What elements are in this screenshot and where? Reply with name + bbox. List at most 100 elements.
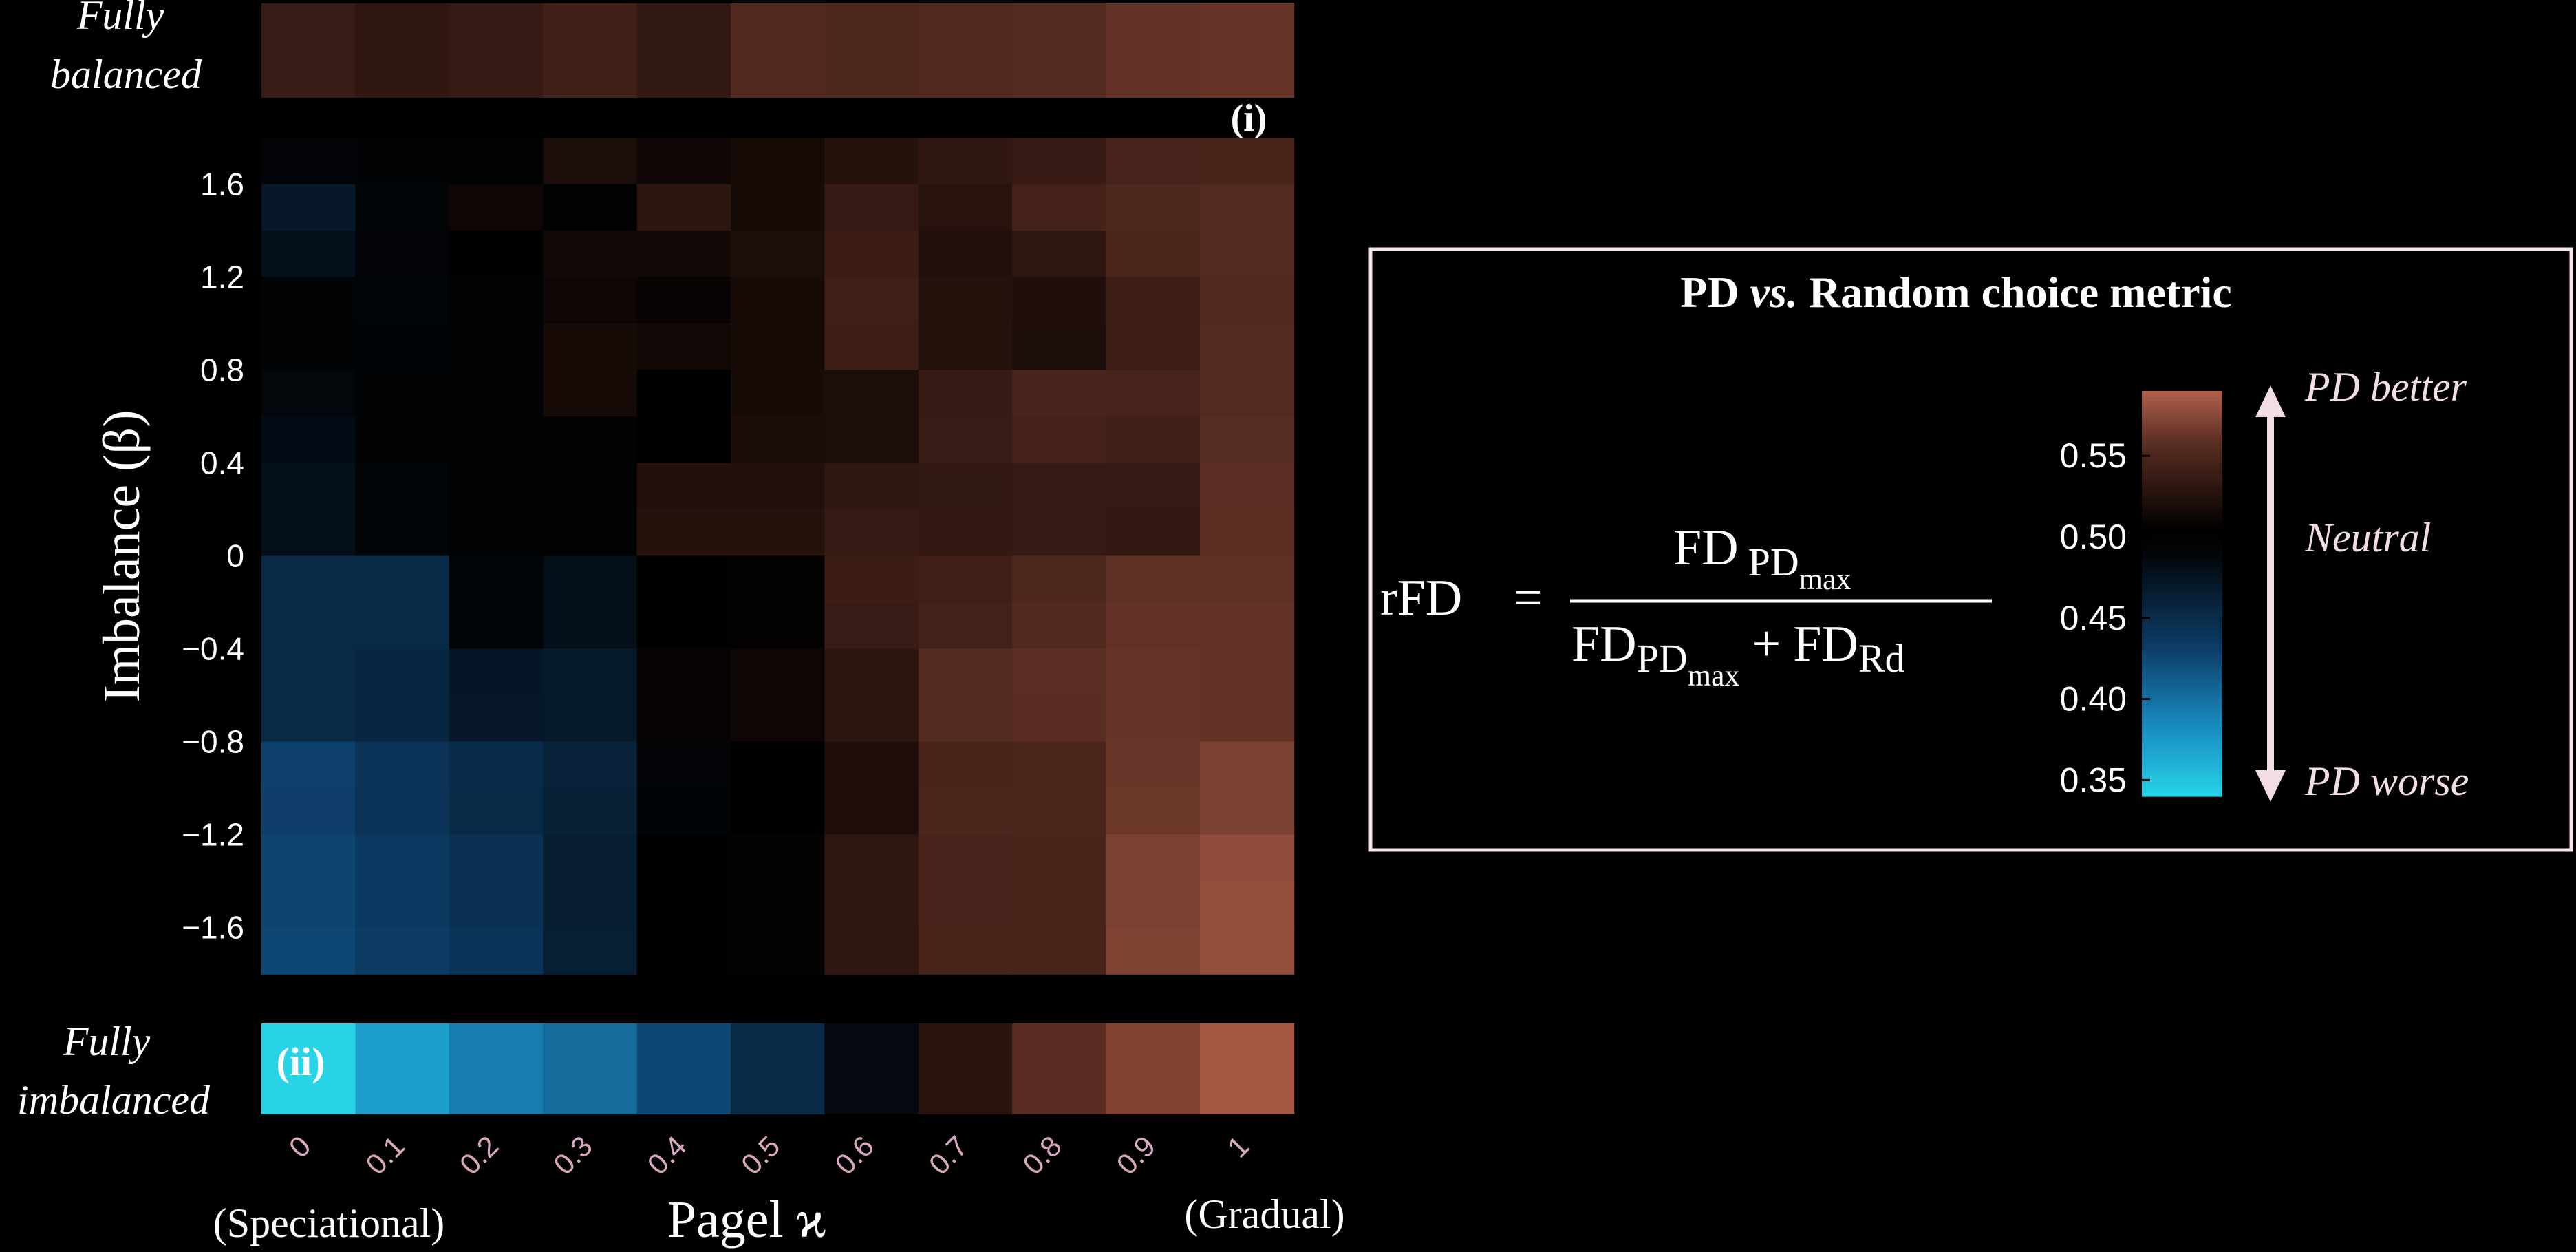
colorbar-segment [2142,431,2222,436]
heatmap-cell-r6-c1 [355,416,450,464]
label-pd-worse: PD worse [2304,758,2469,804]
heatmap-cell-r15-c7 [918,834,1013,882]
heatmap-cell-r9-c7 [918,555,1013,603]
heatmap-cell-r4-c3 [543,323,638,371]
heatmap-cell-r3-c10 [1200,277,1295,324]
heatmap-cell-r9-c5 [731,555,826,603]
heatmap-cell-r0-c7 [918,138,1013,185]
heatmap-cell-r9-c4 [636,555,731,603]
heatmap-cell-r10-c4 [636,602,731,650]
colorbar-segment [2142,509,2222,513]
den-sub2: Rd [1858,636,1905,681]
colorbar-segment [2142,772,2222,777]
heatmap-cell-r12-c4 [636,695,731,743]
heatmap-cell-r6-c5 [731,416,826,464]
heatmap-cell-r10-c8 [1012,602,1107,650]
colorbar-segment [2142,712,2222,716]
heatmap-grid [261,138,1295,975]
heatmap-cell-r3-c0 [261,277,356,324]
label-neutral: Neutral [2304,515,2431,560]
colorbar-segment [2142,759,2222,763]
colorbar-segment [2142,624,2222,628]
colorbar-segment [2142,756,2222,760]
heatmap-cell-r7-c8 [1012,463,1107,510]
heatmap-cell-r3-c9 [1106,277,1201,324]
heatmap-cell-r2-c8 [1012,231,1107,278]
heatmap-cell-r1-c9 [1106,184,1201,231]
colorbar-tick-label: 0.45 [2060,599,2127,637]
balanced-cell-1 [1200,3,1295,98]
colorbar-segment [2142,570,2222,574]
heatmap-cell-r1-c2 [449,184,544,231]
heatmap-cell-r14-c7 [918,788,1013,836]
colorbar-segment [2142,597,2222,601]
imbalanced-cell-0.9 [1106,1023,1201,1114]
y-tick-label: 0 [226,538,244,574]
heatmap-cell-r16-c2 [449,881,544,929]
colorbar-segment [2142,499,2222,503]
colorbar-segment [2142,553,2222,558]
heatmap-cell-r10-c5 [731,602,826,650]
heatmap-cell-r11-c2 [449,648,544,696]
heatmap-cell-r4-c9 [1106,323,1201,371]
arrow-up-head [2255,385,2286,417]
colorbar-segment [2142,739,2222,743]
heatmap-cell-r7-c10 [1200,463,1295,510]
fully-imbalanced-label-line2: imbalanced [17,1077,211,1123]
imbalanced-cell-1 [1200,1023,1295,1114]
heatmap-cell-r17-c1 [355,927,450,975]
heatmap-cell-r14-c2 [449,788,544,836]
heatmap-cell-r3-c1 [355,277,450,324]
heatmap-cell-r2-c10 [1200,231,1295,278]
heatmap-cell-r14-c0 [261,788,356,836]
heatmap-cell-r17-c6 [824,927,919,975]
colorbar-segment [2142,502,2222,507]
heatmap-cell-r6-c3 [543,416,638,464]
heatmap-cell-r5-c1 [355,370,450,417]
colorbar-segment [2142,526,2222,530]
colorbar-segment [2142,462,2222,466]
colorbar-segment [2142,421,2222,425]
fully-balanced-label-line2: balanced [50,52,202,97]
heatmap-cell-r17-c2 [449,927,544,975]
heatmap-cell-r4-c8 [1012,323,1107,371]
den-sub1: PD [1637,636,1688,681]
heatmap-cell-r15-c3 [543,834,638,882]
legend-title-rest: Random choice metric [1809,268,2232,317]
colorbar-segment [2142,648,2222,652]
heatmap-cell-r14-c9 [1106,788,1201,836]
heatmap-cell-r13-c2 [449,741,544,789]
colorbar-segment [2142,681,2222,686]
colorbar-segment [2142,769,2222,774]
heatmap-cell-r2-c0 [261,231,356,278]
colorbar-segment [2142,705,2222,709]
heatmap-cell-r10-c9 [1106,602,1201,650]
heatmap-cell-r1-c8 [1012,184,1107,231]
colorbar-segment [2142,489,2222,493]
heatmap-cell-r0-c5 [731,138,826,185]
heatmap-cell-r1-c5 [731,184,826,231]
metric-legend-box: PD vs. Random choice metric rFD = FD PDmax … [1368,247,2573,852]
colorbar-segment [2142,556,2222,561]
heatmap-cell-r0-c6 [824,138,919,185]
colorbar-segment [2142,708,2222,712]
colorbar-segment [2142,414,2222,418]
colorbar-segment [2142,641,2222,645]
colorbar-segment [2142,560,2222,564]
heatmap-cell-r7-c7 [918,463,1013,510]
heatmap-cell-r3-c5 [731,277,826,324]
heatmap-cell-r6-c6 [824,416,919,464]
colorbar-segment [2142,762,2222,767]
colorbar-segment [2142,397,2222,402]
colorbar-segment [2142,634,2222,638]
heatmap-cell-r16-c8 [1012,881,1107,929]
balanced-cell-0.5 [731,3,826,98]
heatmap-cell-r11-c8 [1012,648,1107,696]
heatmap-cell-r1-c6 [824,184,919,231]
heatmap-cell-r15-c8 [1012,834,1107,882]
heatmap-cell-r17-c5 [731,927,826,975]
colorbar-segment [2142,650,2222,655]
y-tick-label: −1.2 [182,817,244,853]
colorbar-segment [2142,407,2222,412]
num-sub: PD [1748,540,1799,584]
